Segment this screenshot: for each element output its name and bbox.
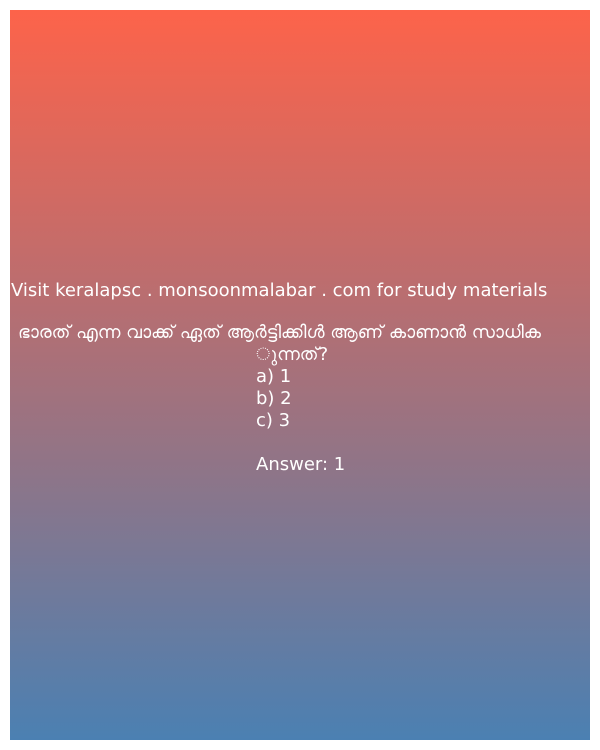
answer-text: Answer: 1	[256, 454, 346, 475]
site-promo-text: Visit keralapsc . monsoonmalabar . com f…	[11, 280, 548, 301]
options-list: a) 1 b) 2 c) 3	[256, 366, 292, 432]
question-card: Visit keralapsc . monsoonmalabar . com f…	[10, 10, 590, 740]
option-c: c) 3	[256, 410, 291, 431]
option-b: b) 2	[256, 388, 292, 409]
question-text: ഭാരത് എന്ന വാക്ക് ഏത് ആർട്ടിക്കിൾ ആണ് കാ…	[18, 322, 541, 343]
question-text-continued: ുന്നത്?	[256, 344, 329, 365]
option-a: a) 1	[256, 366, 292, 387]
